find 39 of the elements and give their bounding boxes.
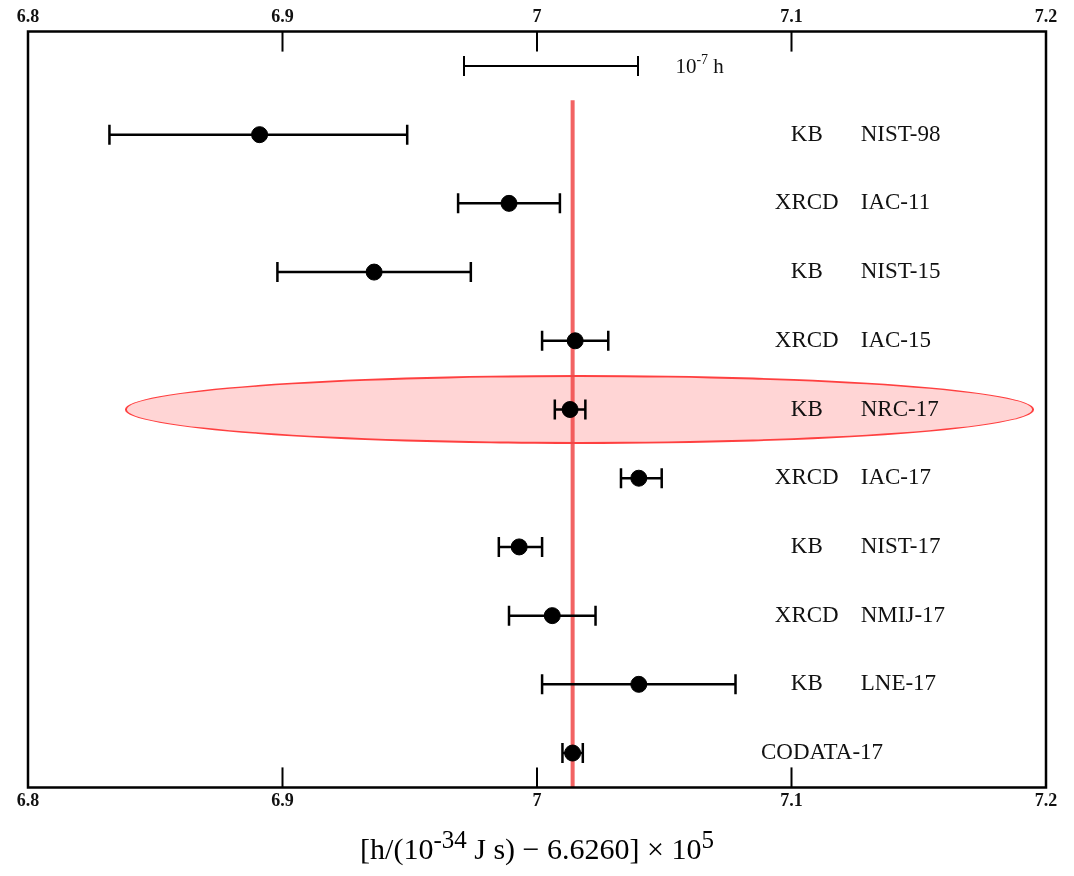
x2-tick-label: 7.2 bbox=[1034, 789, 1058, 810]
y-tick-label: LNE-17 bbox=[860, 670, 937, 696]
y-tick-label: NMIJ-17 bbox=[860, 601, 946, 627]
x-tick-label: 7.2 bbox=[1034, 6, 1058, 27]
point bbox=[543, 607, 561, 625]
annotation: XRCD bbox=[774, 189, 839, 215]
x2-tick-label: 7.1 bbox=[780, 789, 803, 810]
point bbox=[561, 401, 579, 418]
x2-tick-label: 6.8 bbox=[16, 789, 40, 810]
x-axis-title: [h/(10$^{-34}$ J s) − 6.6260] × 10$^{5}$ bbox=[359, 826, 715, 866]
point bbox=[500, 194, 518, 212]
y-tick-label: NIST-15 bbox=[860, 258, 941, 284]
y-tick-label: NRC-17 bbox=[860, 395, 939, 421]
y-tick-label: NIST-98 bbox=[860, 120, 941, 146]
x-tick-label: 7.1 bbox=[780, 6, 803, 27]
y-tick-label: IAC-15 bbox=[860, 326, 932, 352]
x2-tick-label: 7 bbox=[532, 789, 542, 810]
point bbox=[566, 332, 584, 350]
point bbox=[365, 263, 383, 281]
x-tick-label: 6.8 bbox=[16, 6, 40, 27]
x-tick-label: 6.9 bbox=[271, 6, 294, 27]
annotation: XRCD bbox=[774, 464, 839, 490]
y-tick-label: IAC-11 bbox=[860, 189, 931, 215]
annotation: KB bbox=[790, 120, 823, 146]
y-tick-label: IAC-17 bbox=[860, 464, 932, 490]
annotation: KB bbox=[790, 395, 823, 421]
point bbox=[630, 469, 648, 487]
annotation: KB bbox=[790, 532, 823, 558]
x2-tick-label: 6.9 bbox=[271, 789, 294, 810]
y-tick-label: NIST-17 bbox=[860, 532, 941, 558]
y-tick-label: CODATA-17 bbox=[760, 739, 884, 765]
point bbox=[251, 126, 269, 144]
point bbox=[630, 675, 648, 693]
annotation: XRCD bbox=[774, 326, 839, 352]
annotation: XRCD bbox=[774, 601, 839, 627]
annotation: KB bbox=[790, 670, 823, 696]
point bbox=[510, 538, 528, 556]
x-tick-label: 7 bbox=[532, 6, 542, 27]
annotation: KB bbox=[790, 258, 823, 284]
